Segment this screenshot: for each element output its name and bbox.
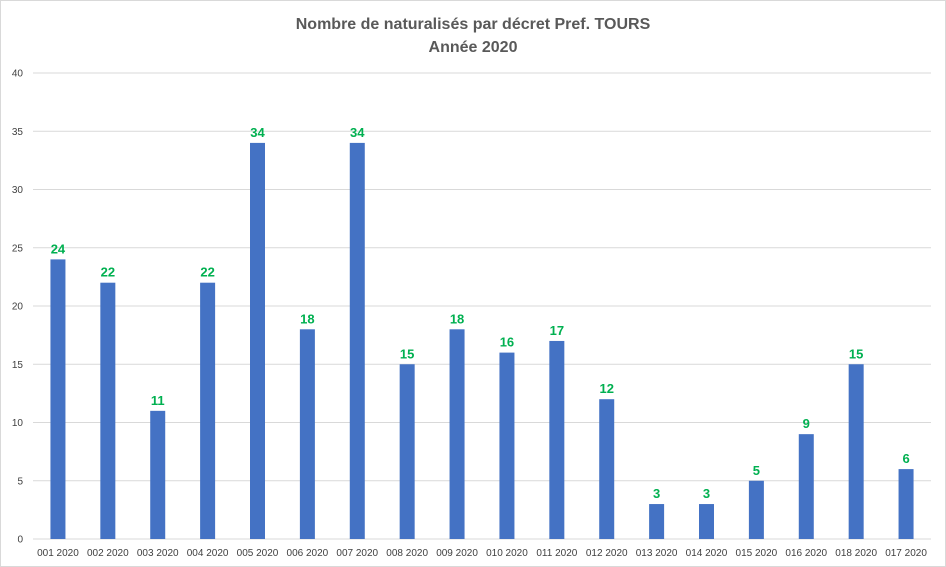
data-label: 9	[803, 416, 810, 431]
bar-018-2020	[848, 364, 864, 539]
x-category-label: 016 2020	[785, 548, 827, 559]
y-tick-label: 20	[12, 302, 24, 313]
bar-012-2020	[599, 399, 615, 539]
x-category-label: 004 2020	[187, 548, 229, 559]
y-tick-label: 10	[12, 418, 24, 429]
x-category-label: 001 2020	[37, 548, 79, 559]
x-category-label: 008 2020	[386, 548, 428, 559]
bar-015-2020	[748, 480, 764, 539]
y-tick-label: 15	[12, 360, 24, 371]
bar-010-2020	[499, 352, 515, 539]
y-tick-label: 0	[17, 535, 23, 546]
bar-006-2020	[299, 329, 315, 539]
bar-016-2020	[798, 434, 814, 539]
x-category-label: 011 2020	[536, 548, 577, 559]
bar-003-2020	[150, 410, 166, 539]
x-axis-categories: 001 2020 002 2020 003 2020 004 2020 005 2020…	[37, 548, 927, 559]
data-label: 18	[300, 311, 314, 326]
data-labels: 24 22 11 22 34 18 34 15 18 16 17 12 3 3 5 9 15 6	[51, 125, 910, 501]
data-label: 3	[653, 486, 660, 501]
data-label: 11	[151, 393, 165, 408]
bar-001-2020	[50, 259, 66, 539]
chart-subtitle: Année 2020	[429, 39, 518, 56]
data-label: 12	[599, 381, 613, 396]
data-label: 16	[500, 335, 514, 350]
chart-title: Nombre de naturalisés par décret Pref. T…	[296, 16, 651, 33]
x-category-label: 009 2020	[436, 548, 478, 559]
bar-011-2020	[549, 340, 565, 539]
data-label: 18	[450, 311, 464, 326]
data-label: 6	[902, 451, 909, 466]
data-label: 3	[703, 486, 710, 501]
y-axis-ticks: 0 5 10 15 20 25 30 35 40	[12, 69, 24, 546]
y-tick-label: 5	[17, 476, 23, 487]
data-label: 17	[550, 323, 564, 338]
bar-014-2020	[699, 504, 714, 539]
data-label: 34	[350, 125, 365, 140]
data-label: 22	[101, 265, 115, 280]
bar-004-2020	[200, 282, 216, 539]
gridlines	[33, 72, 931, 540]
data-label: 34	[250, 125, 265, 140]
x-category-label: 002 2020	[87, 548, 129, 559]
data-label: 24	[51, 241, 66, 256]
x-category-label: 018 2020	[835, 548, 877, 559]
bar-008-2020	[399, 364, 415, 539]
bars	[50, 142, 914, 539]
bar-017-2020	[898, 469, 914, 539]
data-label: 15	[400, 346, 414, 361]
y-tick-label: 35	[12, 127, 24, 138]
y-tick-label: 25	[12, 243, 24, 254]
bar-005-2020	[250, 142, 265, 539]
data-label: 22	[200, 265, 214, 280]
x-category-label: 015 2020	[736, 548, 778, 559]
x-category-label: 017 2020	[885, 548, 927, 559]
y-tick-label: 40	[12, 69, 24, 80]
x-category-label: 013 2020	[636, 548, 678, 559]
x-category-label: 010 2020	[486, 548, 528, 559]
data-label: 15	[849, 346, 863, 361]
y-tick-label: 30	[12, 185, 24, 196]
data-label: 5	[753, 463, 760, 478]
x-category-label: 007 2020	[336, 548, 378, 559]
x-category-label: 014 2020	[686, 548, 728, 559]
bar-013-2020	[649, 504, 665, 539]
x-category-label: 005 2020	[237, 548, 279, 559]
x-category-label: 003 2020	[137, 548, 179, 559]
bar-007-2020	[349, 142, 365, 539]
bar-009-2020	[449, 329, 465, 539]
bar-002-2020	[100, 282, 116, 539]
x-category-label: 006 2020	[287, 548, 329, 559]
x-category-label: 012 2020	[586, 548, 628, 559]
